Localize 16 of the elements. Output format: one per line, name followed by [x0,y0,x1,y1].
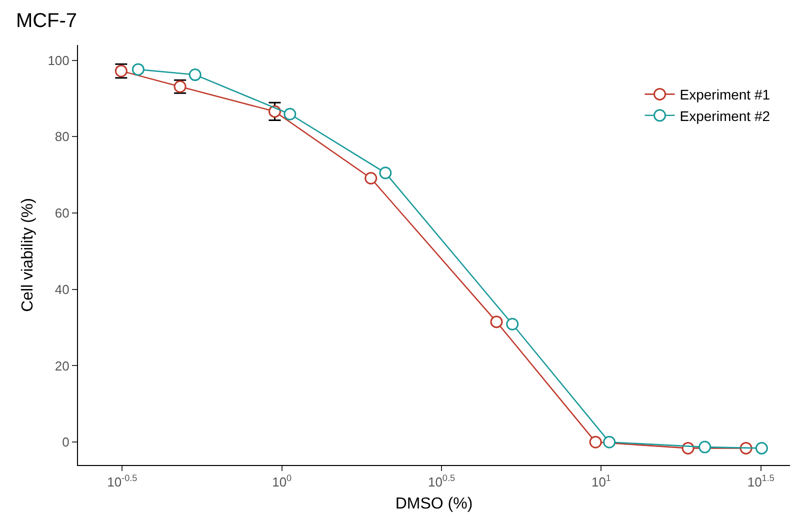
legend-label: Experiment #1 [680,86,770,103]
x-tick-label: 10$^{0}$ [272,473,292,490]
y-tick-label: 80 [54,129,70,144]
chart-title: MCF-7 [16,10,78,32]
y-tick-label: 20 [54,358,70,374]
x-tick-label: 10$^{1}$ [591,473,611,490]
x-tick-label: 10$^{0.5}$ [428,473,456,490]
y-tick-label: 60 [54,206,70,221]
legend-label: Experiment #2 [680,108,770,124]
y-tick-label: 40 [54,282,70,297]
x-tick-label: 10$^{-0.5}$ [107,473,138,490]
x-axis-title: DMSO (%) [395,495,473,512]
y-tick-label: 100 [48,52,70,68]
x-tick-label: 10$^{1.5}$ [747,473,774,490]
y-axis-title: Cell viability (%) [20,198,37,312]
y-tick-label: 0 [62,434,70,450]
